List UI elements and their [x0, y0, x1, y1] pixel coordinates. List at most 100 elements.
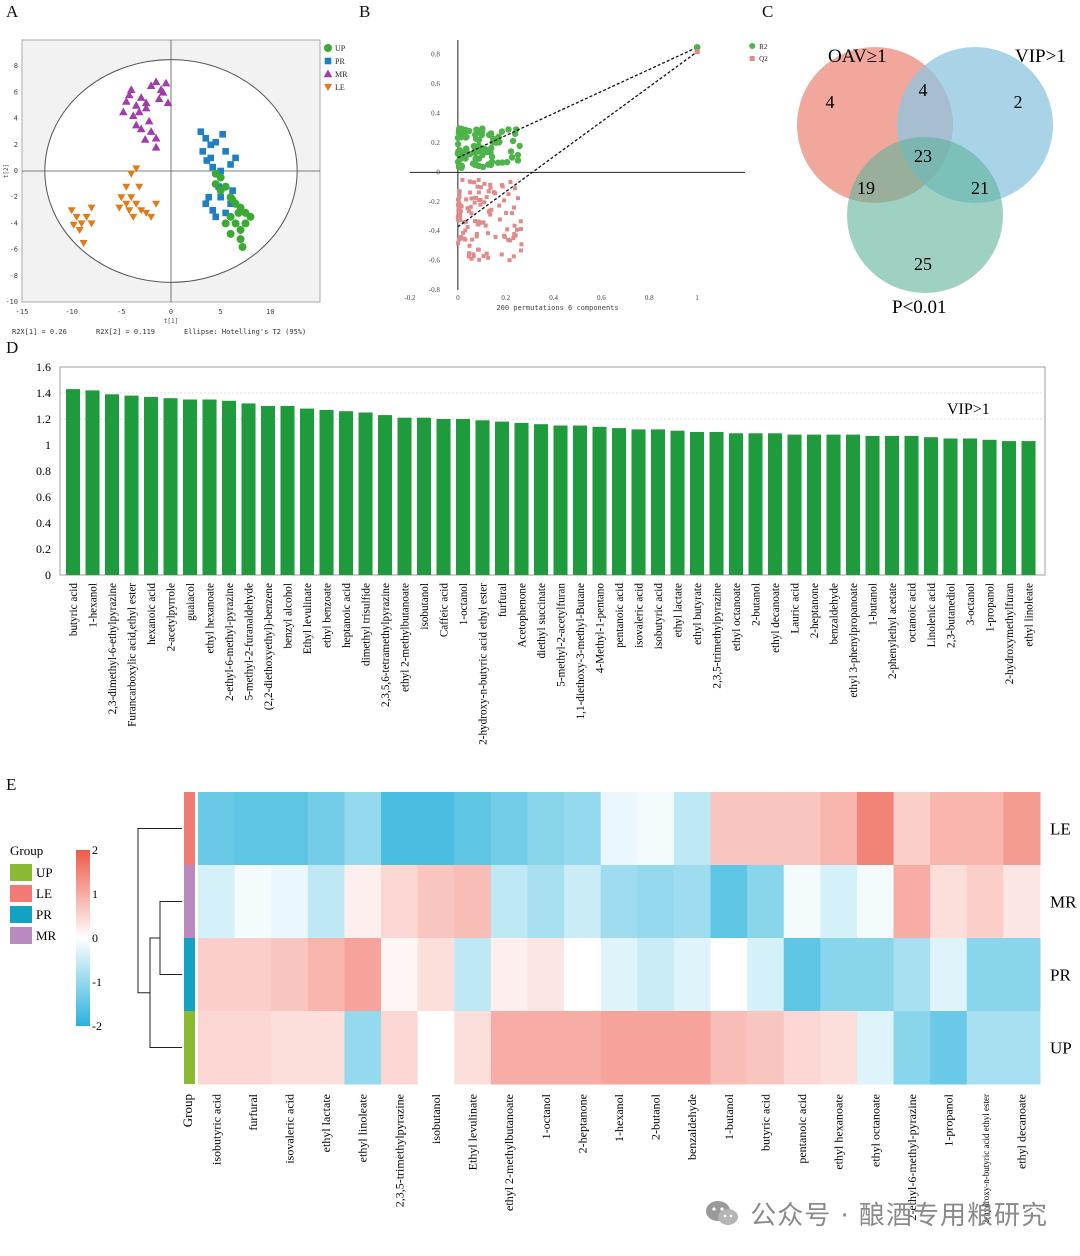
y-tick-label: 0.6	[431, 80, 440, 88]
point-le	[152, 200, 161, 208]
heatmap-cell	[271, 865, 309, 939]
heatmap-cell	[820, 1011, 858, 1085]
point-pr	[212, 138, 219, 146]
heatmap-cell	[783, 865, 821, 939]
point-mr	[136, 93, 146, 101]
point-pr	[324, 57, 332, 65]
point-mr	[140, 135, 150, 143]
bar	[982, 439, 997, 575]
heatmap-cell	[966, 1011, 1004, 1085]
x-tick-label: butyric acid	[68, 583, 80, 637]
bar	[748, 433, 763, 575]
q2-permutation-point	[493, 191, 498, 196]
bar	[66, 389, 81, 575]
column-label: isovaleric acid	[283, 1094, 297, 1164]
scale-tick-label: -2	[92, 1019, 102, 1033]
q2-permutation-point	[474, 231, 479, 236]
r2-permutation-point	[498, 128, 506, 135]
r2-permutation-point	[516, 142, 523, 150]
point-mr	[134, 107, 144, 116]
q2-permutation-point	[468, 190, 473, 195]
bar	[339, 411, 354, 575]
bar	[222, 400, 237, 575]
x-tick-label: isobutanol	[419, 583, 431, 630]
x-tick-label: 2,3-butanediol	[946, 583, 958, 648]
bar	[300, 408, 315, 575]
heatmap-cell	[893, 938, 931, 1012]
heatmap-cell	[747, 938, 785, 1012]
q2-permutation-point	[469, 211, 474, 216]
point-mr	[131, 120, 141, 129]
venn-count-p-only: 25	[914, 254, 932, 274]
q2-permutation-point	[497, 203, 502, 208]
x-tick-label: 2-hydroxymethylfuran	[1004, 583, 1016, 685]
column-label: butyric acid	[758, 1094, 772, 1151]
heatmap-cell	[527, 792, 565, 866]
q2-permutation-point	[476, 219, 481, 224]
heatmap-cell	[600, 792, 638, 866]
r2-permutation-point	[505, 126, 512, 133]
heatmap-cell	[198, 938, 236, 1012]
pca-score-plot: -15 -10 -5 0 5 10 8 6 4 2 0 -2 -4 -6 -8 -10 t[1] t[2] R2X[…	[3, 39, 348, 336]
q2-permutation-point	[509, 211, 514, 216]
panel-label-d: D	[6, 338, 19, 357]
y-tick-label: 0.4	[36, 516, 51, 530]
x-tick-label: -15	[16, 308, 29, 316]
point-mr	[151, 133, 161, 142]
q2-permutation-point	[508, 238, 513, 243]
point-pr	[202, 134, 210, 142]
y-tick-label: 6	[14, 88, 18, 96]
bar	[378, 415, 393, 575]
bar	[768, 433, 783, 575]
bar	[1021, 441, 1036, 575]
legend-title: Group	[10, 843, 43, 858]
x-tick-label: 0	[456, 294, 460, 302]
point-mr	[151, 142, 161, 151]
q2-permutation-point	[488, 212, 493, 217]
point-up	[231, 219, 240, 228]
legend-swatch-mr	[10, 927, 32, 944]
y-tick-label: 0.6	[36, 490, 51, 504]
column-label: benzaldehyde	[685, 1094, 699, 1160]
x-tick-label: Acetophenone	[517, 583, 529, 648]
q2-permutation-point	[471, 252, 476, 257]
heatmap-cell	[381, 1011, 419, 1085]
q2-permutation-point	[455, 214, 460, 219]
heatmap-cell	[344, 1011, 382, 1085]
column-label: pentanoic acid	[795, 1094, 809, 1164]
panel-label-b: B	[359, 2, 371, 21]
x-tick-label: 5-methyl-2-acetylfuran	[556, 583, 568, 687]
q2-permutation-point	[472, 200, 477, 205]
heatmap-cell	[198, 792, 236, 866]
heatmap-cell	[381, 938, 419, 1012]
heatmap-cell	[600, 938, 638, 1012]
r2-permutation-point	[492, 139, 499, 146]
point-le	[142, 209, 151, 217]
r2-point	[693, 43, 701, 51]
heatmap-cell	[564, 865, 602, 939]
heatmap-cell	[710, 1011, 748, 1085]
heatmap-cell	[527, 938, 565, 1012]
x-tick-label: -5	[117, 308, 125, 316]
y-tick-label: -6	[10, 246, 18, 254]
x-tick-label: Linolenic acid	[926, 583, 938, 648]
bar	[612, 428, 627, 575]
point-pr	[227, 161, 234, 168]
heatmap-cell	[893, 1011, 931, 1085]
q2-permutation-point	[457, 189, 462, 194]
point-le	[147, 213, 156, 221]
point-le	[79, 240, 88, 248]
q2-permutation-point	[484, 195, 489, 200]
footer-note: R2X[1] = 0.26	[12, 328, 67, 336]
panel-label-a: A	[6, 2, 19, 21]
q2-permutation-point	[465, 206, 470, 211]
x-tick-label: diethyl succinate	[536, 583, 548, 659]
q2-permutation-point	[505, 227, 510, 232]
heatmap-cell	[1003, 865, 1041, 939]
r2-permutation-point	[499, 159, 506, 166]
heatmap-cell	[856, 865, 895, 939]
point-up	[236, 235, 245, 244]
x-tick-label: -0.2	[404, 294, 416, 302]
point-le	[132, 165, 141, 173]
r2-permutation-point	[495, 133, 502, 141]
